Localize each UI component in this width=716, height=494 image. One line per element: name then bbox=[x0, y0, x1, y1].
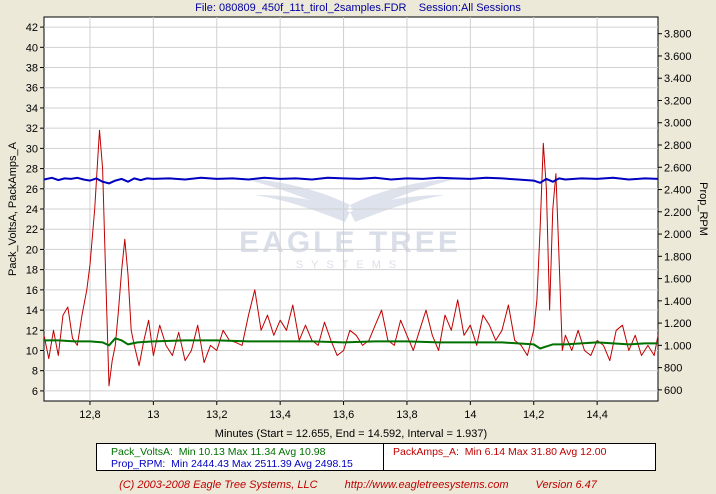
x-tick-label: 13,6 bbox=[333, 409, 354, 421]
right-tick-label: 2.800 bbox=[664, 140, 692, 152]
right-tick-label: 2.000 bbox=[664, 229, 692, 241]
right-tick-label: 3.400 bbox=[664, 73, 692, 85]
right-tick-label: 2.600 bbox=[664, 162, 692, 174]
legend-box: Pack_VoltsA: Min 10.13 Max 11.34 Avg 10.… bbox=[96, 443, 656, 471]
x-tick-label: 14,4 bbox=[586, 409, 607, 421]
left-tick-label: 16 bbox=[26, 285, 38, 297]
left-axis-ticks: 6 8 10 12 14 16 18 20 22 24 26 28 30 32 34 36 38 40 42 bbox=[26, 22, 44, 398]
left-tick-label: 36 bbox=[26, 83, 38, 95]
eagle-tree-watermark: EAGLE TREE SYSTEMS bbox=[239, 178, 461, 271]
file-label: File: 080809_450f_11t_tirol_2samples.FDR bbox=[195, 2, 407, 14]
footer-url[interactable]: http://www.eagletreesystems.com bbox=[344, 479, 509, 491]
watermark-sub: SYSTEMS bbox=[296, 259, 405, 271]
x-tick-label: 13,8 bbox=[396, 409, 417, 421]
legend-volts-stats: Min 10.13 Max 11.34 Avg 10.98 bbox=[178, 446, 326, 458]
left-tick-label: 38 bbox=[26, 63, 38, 75]
y-axis-left-label: Pack_VoltsA, PackAmps_A bbox=[7, 141, 19, 276]
right-tick-label: 3.800 bbox=[664, 29, 692, 41]
right-tick-label: 600 bbox=[664, 385, 682, 397]
left-tick-label: 6 bbox=[32, 386, 38, 398]
legend-volts-name: Pack_VoltsA: bbox=[111, 446, 173, 458]
right-axis-ticks: 600 800 1.000 1.200 1.400 1.600 1.800 2.000 2.20… bbox=[658, 29, 692, 397]
footer-copyright: (C) 2003-2008 Eagle Tree Systems, LLC bbox=[119, 479, 318, 491]
right-tick-label: 3.000 bbox=[664, 118, 692, 130]
left-tick-label: 12 bbox=[26, 325, 38, 337]
x-tick-label: 14 bbox=[464, 409, 476, 421]
left-tick-label: 30 bbox=[26, 143, 38, 155]
legend-rpm-name: Prop_RPM: bbox=[111, 458, 166, 470]
right-tick-label: 1.800 bbox=[664, 251, 692, 263]
legend-divider bbox=[383, 444, 384, 470]
watermark-brand: EAGLE TREE bbox=[239, 226, 461, 259]
left-tick-label: 10 bbox=[26, 345, 38, 357]
x-tick-label: 13,2 bbox=[206, 409, 227, 421]
legend-amps-name: PackAmps_A: bbox=[393, 446, 459, 458]
right-tick-label: 2.200 bbox=[664, 207, 692, 219]
left-tick-label: 34 bbox=[26, 103, 38, 115]
left-tick-label: 24 bbox=[26, 204, 38, 216]
legend-amps-stats: Min 6.14 Max 31.80 Avg 12.00 bbox=[464, 446, 607, 458]
right-tick-label: 2.400 bbox=[664, 185, 692, 197]
left-tick-label: 42 bbox=[26, 22, 38, 34]
legend-volts: Pack_VoltsA: Min 10.13 Max 11.34 Avg 10.… bbox=[111, 446, 325, 458]
series-line-prop-rpm bbox=[43, 176, 659, 185]
left-tick-label: 20 bbox=[26, 244, 38, 256]
watermark-wing-left bbox=[240, 178, 350, 215]
left-tick-label: 18 bbox=[26, 265, 38, 277]
right-tick-label: 1.000 bbox=[664, 340, 692, 352]
right-tick-label: 800 bbox=[664, 363, 682, 375]
watermark-wing-right bbox=[350, 178, 460, 215]
legend-rpm-stats: Min 2444.43 Max 2511.39 Avg 2498.15 bbox=[171, 458, 353, 470]
chart-title: File: 080809_450f_11t_tirol_2samples.FDR… bbox=[0, 2, 716, 14]
left-tick-label: 32 bbox=[26, 123, 38, 135]
series-line-packamps-a bbox=[43, 129, 659, 387]
left-tick-label: 14 bbox=[26, 305, 38, 317]
y-axis-right-label: Prop_RPM bbox=[697, 182, 709, 236]
right-tick-label: 1.200 bbox=[664, 318, 692, 330]
x-tick-label: 13,4 bbox=[269, 409, 290, 421]
legend-amps: PackAmps_A: Min 6.14 Max 31.80 Avg 12.00 bbox=[393, 446, 606, 458]
x-tick-label: 12,8 bbox=[79, 409, 100, 421]
left-tick-label: 22 bbox=[26, 224, 38, 236]
chart-svg: EAGLE TREE SYSTEMS 6 8 10 12 14 16 18 20 22 24 26 2… bbox=[7, 16, 709, 440]
legend-rpm: Prop_RPM: Min 2444.43 Max 2511.39 Avg 24… bbox=[111, 458, 353, 470]
right-tick-label: 1.400 bbox=[664, 296, 692, 308]
right-tick-label: 3.600 bbox=[664, 51, 692, 63]
footer-version: Version 6.47 bbox=[535, 479, 597, 491]
right-tick-label: 3.200 bbox=[664, 95, 692, 107]
x-axis-label: Minutes (Start = 12.655, End = 14.592, I… bbox=[215, 428, 487, 440]
series-layer bbox=[43, 129, 659, 387]
left-tick-label: 40 bbox=[26, 42, 38, 54]
right-tick-label: 1.600 bbox=[664, 274, 692, 286]
left-tick-label: 26 bbox=[26, 184, 38, 196]
session-label: Session:All Sessions bbox=[418, 2, 521, 14]
x-tick-label: 13 bbox=[147, 409, 159, 421]
grid-lines bbox=[44, 17, 658, 401]
footer: (C) 2003-2008 Eagle Tree Systems, LLC ht… bbox=[0, 479, 716, 491]
left-tick-label: 28 bbox=[26, 164, 38, 176]
series-line-pack-voltsa bbox=[44, 337, 658, 350]
x-tick-label: 14,2 bbox=[523, 409, 544, 421]
left-tick-label: 8 bbox=[32, 366, 38, 378]
x-axis-ticks: 12,8 13 13,2 13,4 13,6 13,8 14 14,2 14,4 bbox=[79, 401, 608, 421]
